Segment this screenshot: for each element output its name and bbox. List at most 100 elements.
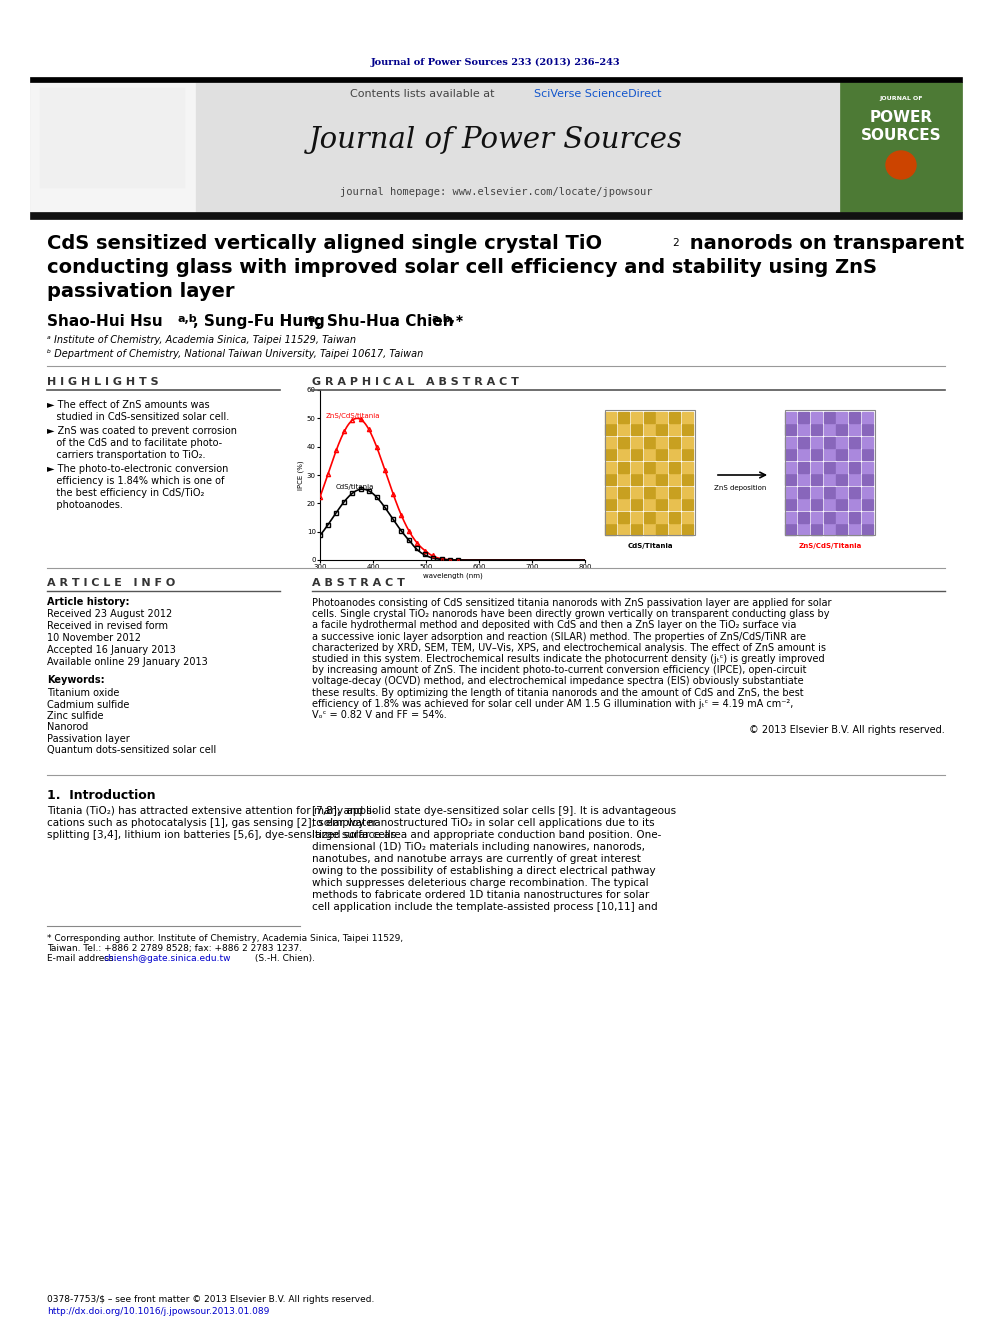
Bar: [670, 425, 681, 435]
Bar: [682, 425, 693, 435]
Bar: [862, 512, 873, 523]
Text: ZnS/CdS/titania: ZnS/CdS/titania: [325, 413, 380, 418]
Text: JOURNAL OF: JOURNAL OF: [879, 97, 923, 101]
Text: efficiency is 1.84% which is one of: efficiency is 1.84% which is one of: [47, 476, 224, 486]
Text: CdS sensitized vertically aligned single crystal TiO: CdS sensitized vertically aligned single…: [47, 234, 602, 253]
Text: SOURCES: SOURCES: [861, 128, 941, 143]
Text: a,b: a,b: [178, 314, 197, 324]
Bar: [810, 437, 821, 447]
Text: journal homepage: www.elsevier.com/locate/jpowsour: journal homepage: www.elsevier.com/locat…: [339, 187, 653, 197]
Bar: [670, 512, 681, 523]
Text: nanotubes, and nanotube arrays are currently of great interest: nanotubes, and nanotube arrays are curre…: [312, 855, 641, 864]
Bar: [798, 524, 808, 534]
Text: Article history:: Article history:: [47, 597, 130, 607]
Bar: [798, 411, 808, 422]
Bar: [670, 524, 681, 534]
Bar: [836, 475, 847, 486]
Bar: [657, 512, 668, 523]
Bar: [631, 487, 642, 497]
Bar: [862, 487, 873, 497]
Bar: [823, 512, 834, 523]
Bar: [644, 462, 655, 472]
Text: ZnS deposition: ZnS deposition: [714, 486, 766, 491]
Text: to employ nanostructured TiO₂ in solar cell applications due to its: to employ nanostructured TiO₂ in solar c…: [312, 818, 655, 828]
Bar: [670, 462, 681, 472]
Text: Nanorod: Nanorod: [47, 722, 88, 733]
Bar: [657, 450, 668, 460]
Text: Taiwan. Tel.: +886 2 2789 8528; fax: +886 2 2783 1237.: Taiwan. Tel.: +886 2 2789 8528; fax: +88…: [47, 945, 303, 953]
Text: passivation layer: passivation layer: [47, 282, 234, 302]
Bar: [836, 411, 847, 422]
Text: CdS/Titania: CdS/Titania: [627, 542, 673, 549]
Text: Received in revised form: Received in revised form: [47, 620, 168, 631]
Bar: [823, 425, 834, 435]
Bar: [605, 410, 695, 534]
Text: [7,8], and solid state dye-sensitized solar cells [9]. It is advantageous: [7,8], and solid state dye-sensitized so…: [312, 806, 677, 816]
Bar: [657, 411, 668, 422]
Bar: [798, 425, 808, 435]
Bar: [798, 512, 808, 523]
Text: 10 November 2012: 10 November 2012: [47, 632, 141, 643]
Text: H I G H L I G H T S: H I G H L I G H T S: [47, 377, 159, 388]
Text: Vₒᶜ = 0.82 V and FF = 54%.: Vₒᶜ = 0.82 V and FF = 54%.: [312, 710, 446, 720]
Bar: [682, 450, 693, 460]
Text: studied in this system. Electrochemical results indicate the photocurrent densit: studied in this system. Electrochemical …: [312, 654, 824, 664]
Bar: [682, 487, 693, 497]
Bar: [618, 437, 629, 447]
Bar: [798, 450, 808, 460]
Bar: [682, 462, 693, 472]
Bar: [605, 512, 616, 523]
Bar: [810, 450, 821, 460]
Bar: [849, 450, 860, 460]
Bar: [798, 437, 808, 447]
Bar: [785, 487, 796, 497]
Bar: [836, 487, 847, 497]
Text: Journal of Power Sources 233 (2013) 236–243: Journal of Power Sources 233 (2013) 236–…: [371, 57, 621, 66]
Bar: [810, 512, 821, 523]
Text: photoanodes.: photoanodes.: [47, 500, 123, 509]
Text: dimensional (1D) TiO₂ materials including nanowires, nanorods,: dimensional (1D) TiO₂ materials includin…: [312, 841, 645, 852]
Text: ZnS/CdS/Titania: ZnS/CdS/Titania: [799, 542, 862, 549]
Bar: [605, 411, 616, 422]
Bar: [657, 475, 668, 486]
Text: Available online 29 January 2013: Available online 29 January 2013: [47, 658, 207, 667]
Text: ► The photo-to-electronic conversion: ► The photo-to-electronic conversion: [47, 464, 228, 474]
Bar: [823, 475, 834, 486]
Bar: [862, 499, 873, 509]
Text: efficiency of 1.8% was achieved for solar cell under AM 1.5 G illumination with : efficiency of 1.8% was achieved for sola…: [312, 699, 794, 709]
X-axis label: wavelength (nm): wavelength (nm): [423, 573, 482, 579]
Text: , Sung-Fu Hung: , Sung-Fu Hung: [193, 314, 324, 329]
Bar: [785, 512, 796, 523]
Bar: [605, 450, 616, 460]
Text: cations such as photocatalysis [1], gas sensing [2], solar water: cations such as photocatalysis [1], gas …: [47, 818, 377, 828]
Bar: [644, 487, 655, 497]
Bar: [798, 487, 808, 497]
Bar: [644, 411, 655, 422]
Bar: [631, 499, 642, 509]
Text: SciVerse ScienceDirect: SciVerse ScienceDirect: [534, 89, 662, 99]
Bar: [785, 411, 796, 422]
Bar: [682, 475, 693, 486]
Bar: [618, 487, 629, 497]
Bar: [657, 499, 668, 509]
Bar: [785, 499, 796, 509]
Text: large surface area and appropriate conduction band position. One-: large surface area and appropriate condu…: [312, 830, 662, 840]
Bar: [798, 462, 808, 472]
Text: carriers transportation to TiO₂.: carriers transportation to TiO₂.: [47, 450, 205, 460]
Text: A R T I C L E   I N F O: A R T I C L E I N F O: [47, 578, 176, 587]
Bar: [670, 499, 681, 509]
Text: voltage-decay (OCVD) method, and electrochemical impedance spectra (EIS) obvious: voltage-decay (OCVD) method, and electro…: [312, 676, 804, 687]
Bar: [618, 475, 629, 486]
Bar: [836, 524, 847, 534]
Bar: [618, 462, 629, 472]
Text: these results. By optimizing the length of titania nanorods and the amount of Cd: these results. By optimizing the length …: [312, 688, 804, 697]
Text: Received 23 August 2012: Received 23 August 2012: [47, 609, 173, 619]
Bar: [682, 524, 693, 534]
Text: Accepted 16 January 2013: Accepted 16 January 2013: [47, 646, 176, 655]
Bar: [785, 437, 796, 447]
Text: cell application include the template-assisted process [10,11] and: cell application include the template-as…: [312, 902, 658, 912]
Bar: [823, 487, 834, 497]
Bar: [631, 450, 642, 460]
Bar: [618, 450, 629, 460]
Bar: [810, 462, 821, 472]
